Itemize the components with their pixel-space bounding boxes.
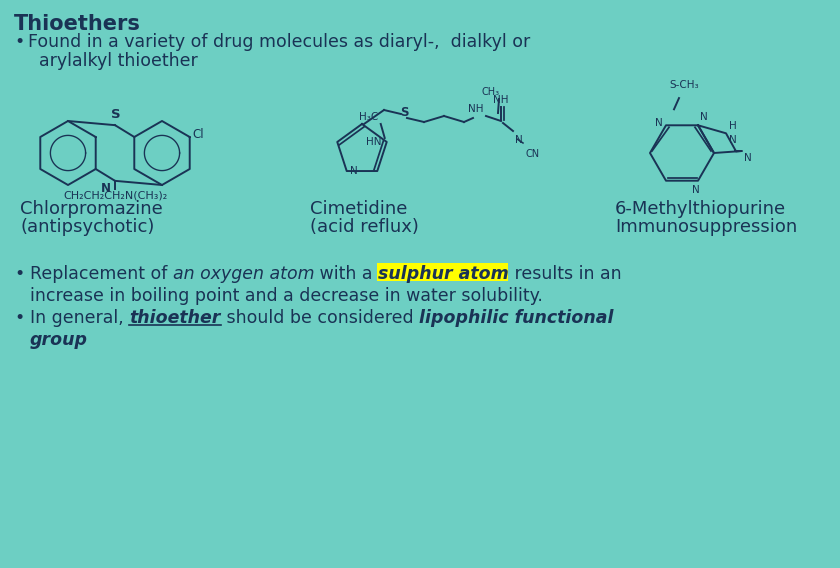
Text: •: •: [14, 33, 24, 51]
Text: arylalkyl thioether: arylalkyl thioether: [28, 52, 197, 70]
Text: NH: NH: [468, 104, 484, 114]
Text: thioether: thioether: [129, 309, 221, 327]
Text: (antipsychotic): (antipsychotic): [20, 218, 155, 236]
Text: S: S: [400, 107, 408, 119]
Text: an oxygen atom: an oxygen atom: [173, 265, 314, 283]
Text: 6-Methylthiopurine: 6-Methylthiopurine: [615, 200, 786, 218]
Text: NH: NH: [493, 95, 509, 105]
Text: group: group: [30, 331, 88, 349]
FancyBboxPatch shape: [377, 263, 508, 281]
Text: should be considered: should be considered: [221, 309, 419, 327]
Text: N: N: [700, 112, 708, 122]
Text: S-CH₃: S-CH₃: [669, 80, 699, 90]
Text: N: N: [349, 166, 358, 176]
Text: CH₂CH₂CH₂N(CH₃)₂: CH₂CH₂CH₂N(CH₃)₂: [63, 191, 167, 201]
Text: increase in boiling point and a decrease in water solubility.: increase in boiling point and a decrease…: [30, 287, 543, 305]
Text: Found in a variety of drug molecules as diaryl-,  dialkyl or: Found in a variety of drug molecules as …: [28, 33, 530, 51]
Text: N: N: [515, 135, 522, 145]
Text: N: N: [744, 153, 752, 163]
Text: In general,: In general,: [30, 309, 129, 327]
Text: lipophilic functional: lipophilic functional: [419, 309, 613, 327]
Text: N: N: [101, 182, 111, 195]
Text: H₃C: H₃C: [360, 112, 379, 122]
Text: sulphur atom: sulphur atom: [378, 265, 509, 283]
Text: with a: with a: [314, 265, 378, 283]
Text: •: •: [14, 309, 24, 327]
Text: •: •: [14, 265, 24, 283]
Text: results in an: results in an: [509, 265, 622, 283]
Text: Cimetidine: Cimetidine: [310, 200, 407, 218]
Text: N: N: [692, 185, 700, 195]
Text: Replacement of: Replacement of: [30, 265, 173, 283]
Text: N: N: [655, 118, 663, 128]
Text: N: N: [729, 135, 737, 145]
Text: Cl: Cl: [192, 127, 204, 140]
Text: HN: HN: [366, 137, 381, 147]
Text: CN: CN: [525, 149, 539, 159]
Text: Immunosuppression: Immunosuppression: [615, 218, 797, 236]
Text: H: H: [729, 122, 737, 131]
Text: (acid reflux): (acid reflux): [310, 218, 419, 236]
Text: CH₃: CH₃: [482, 87, 500, 97]
Text: Chlorpromazine: Chlorpromazine: [20, 200, 163, 218]
Text: S: S: [111, 108, 121, 121]
Text: Thioethers: Thioethers: [14, 14, 141, 34]
